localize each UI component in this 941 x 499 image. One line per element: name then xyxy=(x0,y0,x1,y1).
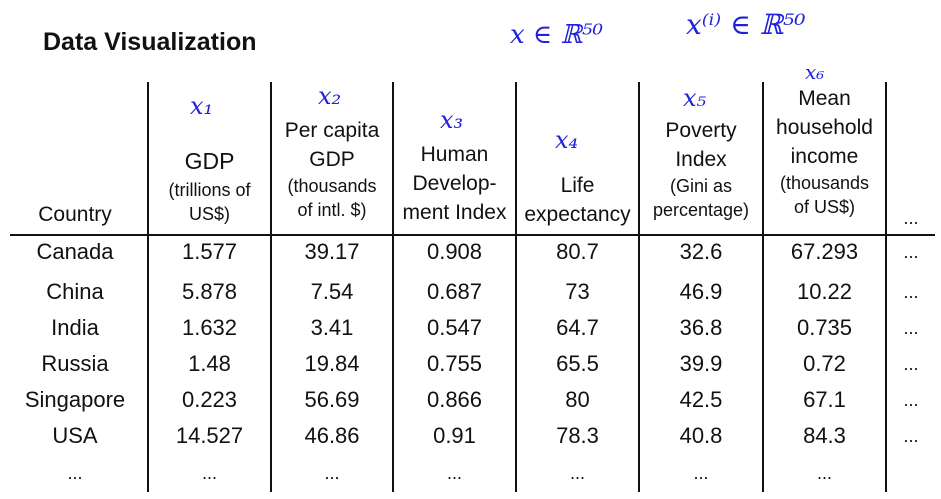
cell-ellipsis-country: ... xyxy=(67,463,83,483)
cell-usa-gdp: 14.527 xyxy=(175,423,244,448)
cell-usa-country: USA xyxy=(52,423,98,448)
annotation-x3: x₃ xyxy=(440,106,464,134)
cell-ellipsis-hdi: ... xyxy=(446,463,462,483)
cell-singapore-more: ... xyxy=(903,390,919,410)
cell-canada-gdp: 1.577 xyxy=(181,239,238,264)
cell-china-more: ... xyxy=(903,282,919,302)
cell-india-country: India xyxy=(51,315,99,340)
annotation-x6: x₆ xyxy=(805,60,825,84)
cell-usa-hdi: 0.91 xyxy=(433,423,476,448)
column-divider xyxy=(515,82,517,492)
header-gdp: GDP (trillions of US$) xyxy=(168,148,251,224)
column-divider xyxy=(147,82,149,492)
cell-russia-life: 65.5 xyxy=(556,351,599,376)
cell-russia-hdi: 0.755 xyxy=(426,351,483,376)
cell-ellipsis-per-capita: ... xyxy=(324,463,340,483)
cell-china-gdp: 5.878 xyxy=(181,279,238,304)
cell-usa-more: ... xyxy=(903,426,919,446)
cell-china-country: China xyxy=(46,279,104,304)
header-poverty-index: Poverty Index (Gini as percentage) xyxy=(652,119,750,220)
cell-singapore-income: 67.1 xyxy=(803,387,846,412)
annotation-x4: x₄ xyxy=(555,126,579,154)
header-per-capita-gdp: Per capita GDP (thousands of intl. $) xyxy=(284,119,380,220)
column-divider xyxy=(885,82,887,492)
cell-canada-per-capita: 39.17 xyxy=(304,239,360,264)
header-life-expectancy: Life expectancy xyxy=(524,174,631,226)
cell-india-hdi: 0.547 xyxy=(426,315,483,340)
cell-usa-life: 78.3 xyxy=(556,423,599,448)
cell-china-hdi: 0.687 xyxy=(426,279,483,304)
header-divider xyxy=(10,234,935,236)
cell-china-per-capita: 7.54 xyxy=(310,279,354,304)
annotation-x2: x₂ xyxy=(318,82,342,110)
column-divider xyxy=(270,82,272,492)
cell-china-income: 10.22 xyxy=(796,279,853,304)
cell-singapore-gdp: 0.223 xyxy=(181,387,238,412)
column-divider xyxy=(638,82,640,492)
header-hdi: Human Develop- ment Index xyxy=(402,143,507,224)
cell-singapore-life: 80 xyxy=(565,387,590,412)
cell-ellipsis-gdp: ... xyxy=(201,463,217,483)
cell-canada-hdi: 0.908 xyxy=(426,239,483,264)
cell-russia-income: 0.72 xyxy=(803,351,846,376)
cell-india-poverty: 36.8 xyxy=(679,315,723,340)
cell-canada-country: Canada xyxy=(36,239,114,264)
column-divider xyxy=(762,82,764,492)
cell-india-income: 0.735 xyxy=(796,315,853,340)
cell-ellipsis-income: ... xyxy=(816,463,832,483)
cell-russia-gdp: 1.48 xyxy=(188,351,231,376)
cell-usa-per-capita: 46.86 xyxy=(304,423,360,448)
annotation-xi-in-r50: x⁽ⁱ⁾ ∈ ℝ⁵⁰ xyxy=(686,8,806,41)
cell-singapore-per-capita: 56.69 xyxy=(304,387,360,412)
cell-canada-poverty: 32.6 xyxy=(679,239,723,264)
header-more-columns: ... xyxy=(903,208,919,228)
cell-russia-per-capita: 19.84 xyxy=(304,351,360,376)
header-country: Country xyxy=(38,203,112,226)
cell-canada-more: ... xyxy=(903,242,919,262)
cell-singapore-country: Singapore xyxy=(24,387,126,412)
annotation-x5: x₅ xyxy=(683,84,707,112)
header-household-income: Mean household income (thousands of US$) xyxy=(776,87,873,217)
cell-india-more: ... xyxy=(903,318,919,338)
cell-russia-more: ... xyxy=(903,354,919,374)
cell-china-poverty: 46.9 xyxy=(679,279,723,304)
cell-canada-income: 67.293 xyxy=(790,239,859,264)
cell-india-gdp: 1.632 xyxy=(181,315,238,340)
cell-usa-poverty: 40.8 xyxy=(679,423,723,448)
cell-canada-life: 80.7 xyxy=(556,239,599,264)
cell-india-per-capita: 3.41 xyxy=(310,315,354,340)
page-title: Data Visualization xyxy=(43,28,257,56)
cell-singapore-poverty: 42.5 xyxy=(679,387,723,412)
cell-ellipsis-life: ... xyxy=(569,463,585,483)
cell-russia-country: Russia xyxy=(41,351,109,376)
cell-singapore-hdi: 0.866 xyxy=(426,387,483,412)
column-divider xyxy=(392,82,394,492)
cell-india-life: 64.7 xyxy=(556,315,599,340)
cell-usa-income: 84.3 xyxy=(803,423,846,448)
cell-russia-poverty: 39.9 xyxy=(679,351,723,376)
cell-ellipsis-poverty: ... xyxy=(693,463,709,483)
annotation-x-in-r50: x ∈ ℝ⁵⁰ xyxy=(510,20,603,50)
annotation-x1: x₁ xyxy=(190,92,214,120)
cell-china-life: 73 xyxy=(565,279,590,304)
